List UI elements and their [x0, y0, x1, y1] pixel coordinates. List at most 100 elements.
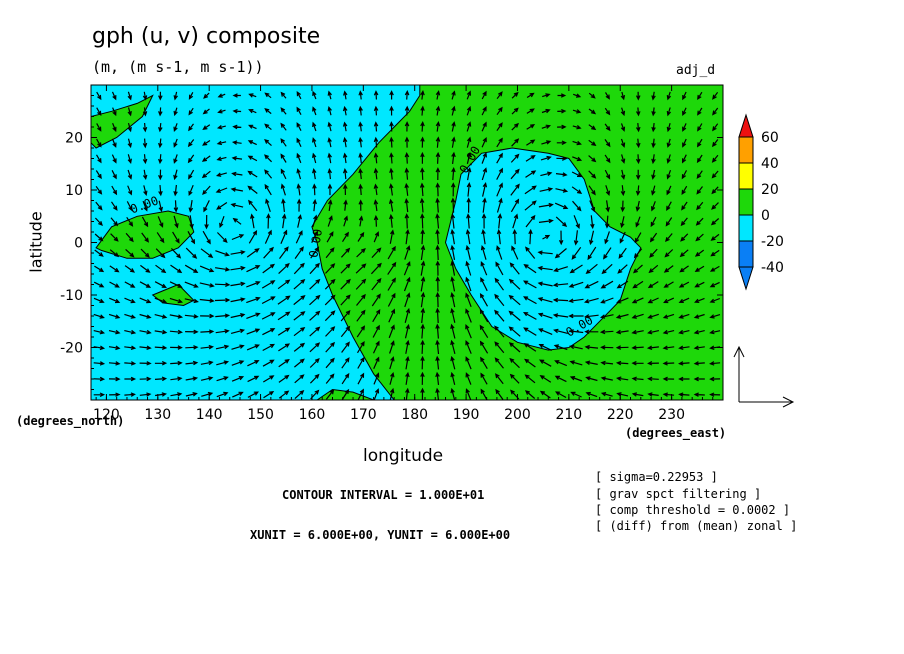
vector-arrow-354 — [495, 261, 504, 276]
vector-arrow-767 — [541, 108, 551, 114]
vector-arrow-623 — [216, 156, 227, 161]
vector-arrow-727 — [557, 124, 567, 130]
vector-arrow-91 — [231, 360, 245, 366]
vector-arrow-303 — [340, 278, 351, 290]
vector-arrow-187 — [450, 323, 456, 339]
x-tick-label-10: 220 — [607, 407, 634, 423]
vector-arrow-746 — [217, 109, 226, 114]
vector-arrow-406 — [664, 249, 674, 258]
vector-arrow-238 — [599, 314, 614, 319]
vector-arrow-306 — [387, 277, 396, 291]
vector-arrow-465 — [312, 214, 318, 228]
vector-arrow-680 — [466, 136, 472, 148]
vector-arrow-220 — [324, 310, 336, 322]
vector-arrow-510 — [373, 199, 379, 212]
vector-arrow-459 — [219, 215, 225, 229]
vector-arrow-24 — [465, 388, 472, 400]
vector-arrow-342 — [309, 262, 320, 275]
vector-arrow-572 — [696, 186, 703, 195]
vector-arrow-152 — [538, 344, 552, 351]
vector-arrow-274 — [523, 296, 537, 305]
vector-arrow-292 — [169, 281, 183, 288]
vector-arrow-336 — [215, 267, 231, 272]
vector-arrow-171 — [200, 329, 215, 334]
vector-arrow-676 — [404, 136, 410, 148]
vector-arrow-506 — [312, 198, 317, 212]
vector-arrow-386 — [356, 248, 366, 258]
vector-arrow-760 — [435, 105, 441, 116]
colorbar-label-3: 0 — [761, 208, 770, 224]
vector-arrow-596 — [435, 167, 441, 181]
vector-arrow-446 — [649, 232, 658, 243]
vector-arrow-277 — [568, 298, 584, 303]
vector-arrow-464 — [297, 214, 302, 228]
vector-arrow-819 — [712, 91, 719, 100]
vector-arrow-162 — [693, 345, 705, 350]
vector-arrow-740 — [127, 107, 132, 117]
chart-units: (m, (m s-1, m s-1)) — [92, 58, 264, 76]
vector-arrow-134 — [262, 343, 275, 352]
vector-arrow-42 — [108, 376, 121, 382]
vector-arrow-708 — [264, 123, 272, 131]
vector-arrow-70 — [539, 375, 552, 383]
vector-arrow-500 — [216, 202, 228, 210]
vector-arrow-29 — [539, 390, 551, 399]
vector-arrow-611 — [666, 169, 672, 180]
vector-arrow-725 — [526, 123, 536, 130]
vector-arrow-76 — [631, 376, 644, 382]
vector-arrow-85 — [139, 361, 152, 366]
vector-arrow-508 — [343, 199, 348, 211]
vector-arrow-791 — [280, 91, 287, 99]
vector-arrow-441 — [573, 230, 579, 246]
vector-arrow-765 — [511, 107, 519, 115]
vector-arrow-812 — [604, 92, 610, 100]
colorbar-band-2 — [738, 188, 754, 216]
vector-arrow-401 — [587, 246, 597, 261]
vector-arrow-462 — [266, 213, 271, 229]
vector-arrow-95 — [294, 358, 305, 368]
vector-arrow-781 — [127, 91, 132, 101]
vector-arrow-750 — [280, 107, 287, 115]
vector-arrow-569 — [651, 185, 656, 196]
vector-arrow-338 — [246, 265, 261, 273]
vector-arrow-97 — [325, 357, 335, 369]
vector-arrow-290 — [139, 281, 152, 288]
vector-arrow-243 — [678, 313, 690, 319]
vector-arrow-190 — [494, 325, 505, 338]
vector-arrow-0 — [93, 392, 106, 398]
vector-arrow-86 — [154, 360, 168, 366]
vector-arrow-105 — [450, 355, 456, 370]
vector-arrow-798 — [389, 90, 394, 100]
x-tick-label-7: 190 — [453, 407, 480, 423]
vector-arrow-749 — [264, 108, 272, 115]
vector-arrow-789 — [248, 93, 257, 98]
vector-arrow-513 — [419, 197, 425, 213]
vector-arrow-6 — [185, 392, 198, 397]
vector-arrow-507 — [327, 199, 333, 211]
vector-arrow-370 — [109, 249, 120, 258]
vector-arrow-107 — [480, 356, 488, 370]
vector-arrow-551 — [373, 183, 379, 196]
vector-arrow-356 — [523, 264, 537, 274]
vector-arrow-515 — [450, 197, 456, 213]
vector-arrow-180 — [340, 325, 351, 338]
vector-arrow-125 — [124, 345, 137, 350]
vector-arrow-287 — [93, 281, 105, 288]
vector-arrow-633 — [373, 152, 379, 164]
vector-arrow-219 — [309, 310, 321, 321]
vector-arrow-314 — [508, 278, 521, 290]
vector-arrow-505 — [296, 198, 302, 212]
vector-arrow-549 — [343, 183, 348, 196]
vector-arrow-10 — [247, 391, 259, 398]
vector-arrow-557 — [466, 182, 472, 197]
vector-arrow-414 — [156, 232, 165, 244]
vector-arrow-660 — [158, 138, 163, 149]
vector-arrow-201 — [662, 329, 675, 335]
vector-arrow-579 — [173, 169, 178, 181]
vector-arrow-22 — [435, 387, 440, 400]
vector-arrow-620 — [173, 154, 178, 164]
vector-arrow-518 — [496, 197, 503, 213]
vector-arrow-112 — [554, 360, 568, 367]
vector-arrow-350 — [435, 260, 441, 276]
